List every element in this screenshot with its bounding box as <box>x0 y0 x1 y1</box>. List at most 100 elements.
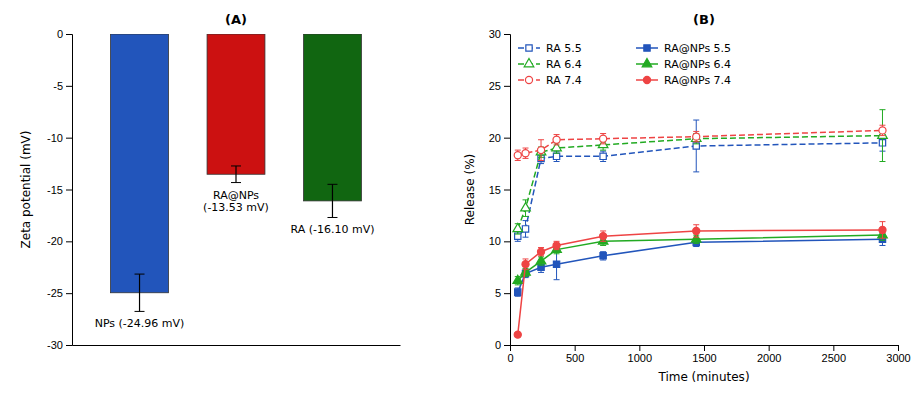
axis-domain <box>66 35 73 346</box>
error-bar-cap <box>554 134 560 135</box>
tick-label: -25 <box>47 287 63 299</box>
error-bar-cap <box>693 131 699 132</box>
tick: 0 <box>507 345 513 364</box>
marker <box>693 133 700 140</box>
series <box>515 120 886 241</box>
error-bar-cap <box>523 216 529 217</box>
marker <box>553 261 559 267</box>
error-bar-cap <box>523 237 529 238</box>
error-bar-cap <box>879 221 885 222</box>
tick-mark <box>833 345 834 351</box>
line <box>518 136 883 229</box>
marker <box>536 255 546 263</box>
error-bar-cap <box>879 240 885 241</box>
axis-domain <box>73 345 401 346</box>
error-bar-cap <box>693 120 699 121</box>
error-bar-cap <box>693 171 699 172</box>
marker <box>514 331 521 338</box>
error-bar <box>523 259 529 269</box>
error-bar-cap <box>554 253 560 254</box>
legend-label: RA 6.4 <box>546 58 582 71</box>
error-bar-cap <box>135 311 145 312</box>
legend-label: RA 5.5 <box>546 42 582 55</box>
tick: 1500 <box>692 345 716 364</box>
tick-label: 0 <box>57 28 63 40</box>
figure: 0-5-10-15-20-25-30NPs (-24.96 mV)RA@NPs(… <box>0 0 915 396</box>
tick: 500 <box>566 345 584 364</box>
error-bar-cap <box>515 160 521 161</box>
tick: 0 <box>495 339 510 351</box>
error-bar-cap <box>600 133 606 134</box>
error-bar-cap <box>523 269 529 270</box>
legend-marker <box>643 76 650 83</box>
line <box>518 143 883 236</box>
error-bar-cap <box>231 165 241 166</box>
tick-label: 0 <box>507 352 513 364</box>
error-bar-cap <box>554 144 560 145</box>
tick-label: 2000 <box>757 352 781 364</box>
error-bar-cap <box>693 224 699 225</box>
error-bar-cap <box>879 238 885 239</box>
error-bar-cap <box>879 125 885 126</box>
series <box>514 222 886 339</box>
error-bar <box>523 148 529 158</box>
axis-domain <box>511 346 899 352</box>
tick-mark <box>575 345 576 351</box>
error-bar-cap <box>879 245 885 246</box>
error-bar-cap <box>600 230 606 231</box>
tick: -25 <box>47 287 72 299</box>
tick-label: -30 <box>47 339 63 351</box>
error-bar <box>693 120 699 172</box>
error-bar <box>523 221 529 238</box>
error-bar <box>538 140 544 161</box>
error-bar-cap <box>523 158 529 159</box>
marker <box>600 233 607 240</box>
tick-label: -20 <box>47 235 63 247</box>
title: (B) <box>693 12 715 27</box>
marker <box>538 264 544 270</box>
tick-label: -15 <box>47 184 63 196</box>
error-bar-cap <box>515 234 521 235</box>
tick: 1000 <box>628 345 652 364</box>
marker <box>513 275 523 283</box>
error-bar-stem <box>332 184 333 217</box>
error-bar <box>515 150 521 160</box>
error-bar-cap <box>600 143 606 144</box>
annotation: NPs (-24.96 mV) <box>95 317 185 330</box>
x-axis-title: Time (minutes) <box>657 370 749 384</box>
bar <box>304 34 362 201</box>
error-bar-cap <box>538 163 544 164</box>
error-bar-cap <box>600 151 606 152</box>
tick: -15 <box>47 184 72 196</box>
error-bar-cap <box>523 269 529 270</box>
marker <box>536 147 546 155</box>
marker <box>553 153 559 159</box>
error-bar-cap <box>693 243 699 244</box>
error-bar <box>554 135 560 145</box>
tick: 25 <box>489 80 510 92</box>
error-bar <box>600 252 606 260</box>
error-bar-cap <box>693 143 699 144</box>
tick-label: -5 <box>53 80 63 92</box>
tick: -10 <box>47 132 72 144</box>
x-axis: 050010001500200025003000 <box>507 345 910 364</box>
legend-item: RA@NPs 7.4 <box>636 74 731 87</box>
tick-label: 3000 <box>886 352 910 364</box>
tick-mark <box>504 345 510 346</box>
tick-mark <box>66 241 72 242</box>
legend-label: RA 7.4 <box>546 74 582 87</box>
marker <box>522 261 529 268</box>
tick-label: 20 <box>489 132 501 144</box>
legend-item: RA 5.5 <box>518 42 582 55</box>
error-bar-stem <box>235 166 236 183</box>
error-bar-cap <box>600 161 606 162</box>
legend-label: RA@NPs 7.4 <box>664 74 731 87</box>
tick-label: 1000 <box>628 352 652 364</box>
tick-mark <box>66 190 72 191</box>
marker <box>600 135 607 142</box>
legend-marker <box>525 76 532 83</box>
tick-label: 1500 <box>692 352 716 364</box>
title: (A) <box>225 12 247 27</box>
error-bar-cap <box>327 184 337 185</box>
tick: 5 <box>495 287 510 299</box>
